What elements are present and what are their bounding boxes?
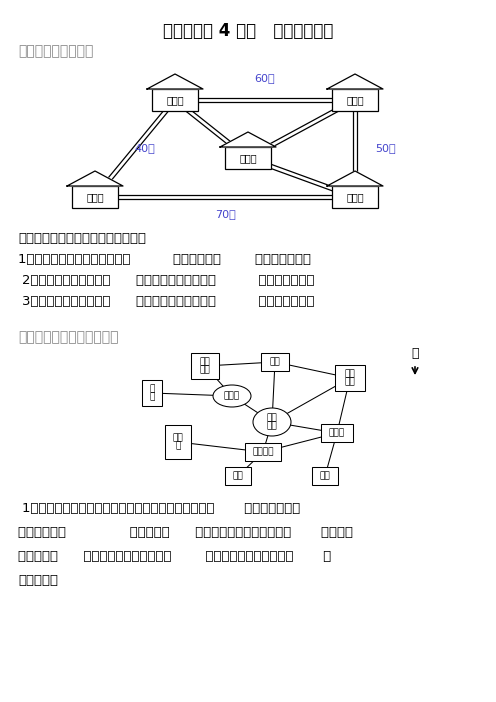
Bar	[142, 380, 162, 406]
Text: 2．小猪从家出发，向（      ）走到小狗家，再向（          ）走到小猴家。: 2．小猪从家出发，向（ ）走到小狗家，再向（ ）走到小猴家。	[22, 274, 314, 287]
Ellipse shape	[213, 385, 251, 407]
Bar	[261, 353, 289, 371]
Bar	[245, 443, 281, 461]
Text: 北: 北	[411, 347, 419, 360]
Text: 60米: 60米	[254, 73, 275, 83]
Bar	[225, 147, 271, 169]
Bar	[332, 89, 378, 111]
Polygon shape	[327, 171, 383, 186]
Bar	[165, 425, 191, 459]
Text: 广场: 广场	[267, 421, 277, 430]
Text: 盆景园: 盆景园	[224, 392, 240, 401]
Text: 林，再向（      ）走到儿童公园，再向（        ）走到盆景园，最后向（       ）: 林，再向（ ）走到儿童公园，再向（ ）走到盆景园，最后向（ ）	[18, 550, 331, 563]
Bar	[335, 365, 365, 391]
Text: 艺术: 艺术	[267, 413, 277, 423]
Text: 小鹿家: 小鹿家	[86, 192, 104, 202]
Bar	[312, 467, 338, 485]
Text: 走到西门。: 走到西门。	[18, 574, 58, 587]
Text: 小猪家: 小猪家	[166, 95, 184, 105]
Text: 月亮: 月亮	[173, 434, 184, 442]
Text: 乐园: 乐园	[345, 378, 355, 387]
Text: 音乐喷泉: 音乐喷泉	[252, 447, 274, 456]
Text: 南门: 南门	[233, 472, 244, 480]
Text: 50米: 50米	[375, 143, 396, 154]
Text: 一、看图回答问题。: 一、看图回答问题。	[18, 44, 93, 58]
Text: 小猪要到小猴家玩，它可以怎么走？: 小猪要到小猴家玩，它可以怎么走？	[18, 232, 146, 245]
Text: 小狗家: 小狗家	[346, 95, 364, 105]
Bar	[191, 353, 219, 379]
Polygon shape	[147, 74, 203, 89]
Text: 小猴家: 小猴家	[346, 192, 364, 202]
Text: 70米: 70米	[215, 209, 236, 219]
Bar	[332, 186, 378, 208]
Text: 小兔家: 小兔家	[239, 153, 257, 163]
Text: 花廊: 花廊	[319, 472, 330, 480]
Text: 公园: 公园	[199, 366, 210, 374]
Polygon shape	[67, 171, 123, 186]
Text: 四季亭: 四季亭	[329, 428, 345, 437]
Bar	[152, 89, 198, 111]
Text: 水上: 水上	[345, 369, 355, 378]
Text: 西: 西	[149, 385, 155, 394]
Bar	[321, 424, 353, 442]
Text: 门: 门	[149, 392, 155, 402]
Bar	[72, 186, 118, 208]
Text: 湖: 湖	[175, 442, 181, 451]
Text: 儿童: 儿童	[199, 357, 210, 366]
Text: 第一单元第 4 课时   简单的路线图: 第一单元第 4 课时 简单的路线图	[163, 22, 333, 40]
Text: 再向北走到（               ），再向（      ）走到艺术广场，接着向（       ）走到竹: 再向北走到（ ），再向（ ）走到艺术广场，接着向（ ）走到竹	[18, 526, 353, 539]
Text: 3．小猪从家出发，向（      ）走到小兔家，再向（          ）走到小猴家。: 3．小猪从家出发，向（ ）走到小兔家，再向（ ）走到小猴家。	[22, 295, 314, 308]
Polygon shape	[220, 132, 276, 147]
Bar	[225, 467, 251, 485]
Text: 竹林: 竹林	[270, 357, 280, 366]
Text: 二、根据路线图回答问题。: 二、根据路线图回答问题。	[18, 330, 119, 344]
Ellipse shape	[253, 408, 291, 436]
Text: 40米: 40米	[134, 143, 155, 154]
Text: 1．小猪从家出发，向南走到（          ）家，再向（        ）走到小猴家。: 1．小猪从家出发，向南走到（ ）家，再向（ ）走到小猴家。	[18, 253, 311, 266]
Text: 1．张明从南门进入公园，先走到音乐喷泉，然后向（       ）走到四季亭，: 1．张明从南门进入公园，先走到音乐喷泉，然后向（ ）走到四季亭，	[22, 502, 300, 515]
Polygon shape	[327, 74, 383, 89]
